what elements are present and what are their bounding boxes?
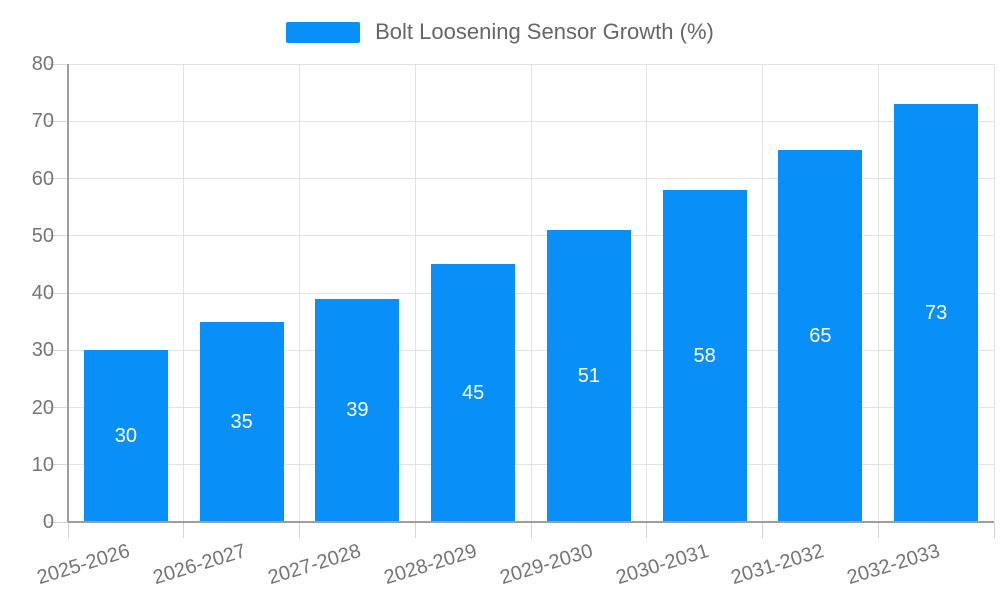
x-tick-label: 2031-2032 [728,540,827,590]
x-tick [646,522,648,538]
x-tick [762,522,763,538]
x-gridline [183,64,185,522]
bar [662,189,747,522]
x-tick [183,522,185,538]
bar-value-label: 39 [346,399,369,422]
bar [199,321,284,522]
bar [315,298,400,522]
bar-value-label: 51 [577,365,600,387]
y-tick-label: 60 [31,167,54,190]
bar [778,149,863,522]
x-gridline [646,64,648,522]
y-axis-line [67,64,69,522]
x-tick-label: 2032-2033 [844,540,943,590]
y-tick-label: 40 [31,282,54,304]
legend-label: Bolt Loosening Sensor Growth (%) [375,19,714,44]
y-tick [48,292,68,294]
x-tick [67,522,69,538]
bar-value-label: 65 [809,324,832,347]
y-tick-label: 10 [31,453,54,476]
x-gridline [299,64,300,522]
y-tick [48,120,68,122]
x-tick [530,522,532,538]
bar [83,350,168,522]
x-tick-label: 2028-2029 [381,540,480,590]
x-gridline [762,64,763,522]
bar [546,230,631,522]
x-tick-label: 2025-2026 [34,540,133,590]
y-tick-label: 30 [31,339,54,362]
y-tick [48,407,68,408]
y-tick [48,349,68,351]
y-tick-label: 0 [42,511,54,533]
bar [894,104,979,522]
x-tick-label: 2029-2030 [497,540,596,590]
x-tick-label: 2030-2031 [613,540,712,590]
bar [431,264,516,522]
x-gridline [993,64,995,522]
bar-value-label: 58 [693,344,716,367]
y-tick [48,63,68,65]
y-tick-label: 20 [31,396,54,419]
y-tick-label: 80 [31,53,54,75]
y-tick [48,464,68,466]
y-tick [48,235,68,237]
bar-value-label: 35 [230,410,253,433]
x-axis-line [68,521,994,523]
bar-value-label: 30 [114,425,137,448]
x-tick [877,522,879,538]
y-tick [48,521,68,523]
x-gridline [414,64,416,522]
x-gridline [530,64,532,522]
x-tick [993,522,995,538]
chart-legend-item[interactable]: Bolt Loosening Sensor Growth (%) [0,18,1000,46]
legend-swatch-icon [286,21,361,43]
x-tick-label: 2026-2027 [150,540,249,590]
x-tick [414,522,416,538]
y-tick [48,178,68,179]
y-tick-label: 50 [31,224,54,247]
bar-value-label: 73 [925,302,948,325]
bar-value-label: 45 [462,382,485,405]
x-tick-label: 2027-2028 [265,540,364,590]
y-tick-label: 70 [31,110,54,133]
x-tick [299,522,300,538]
x-gridline [877,64,879,522]
